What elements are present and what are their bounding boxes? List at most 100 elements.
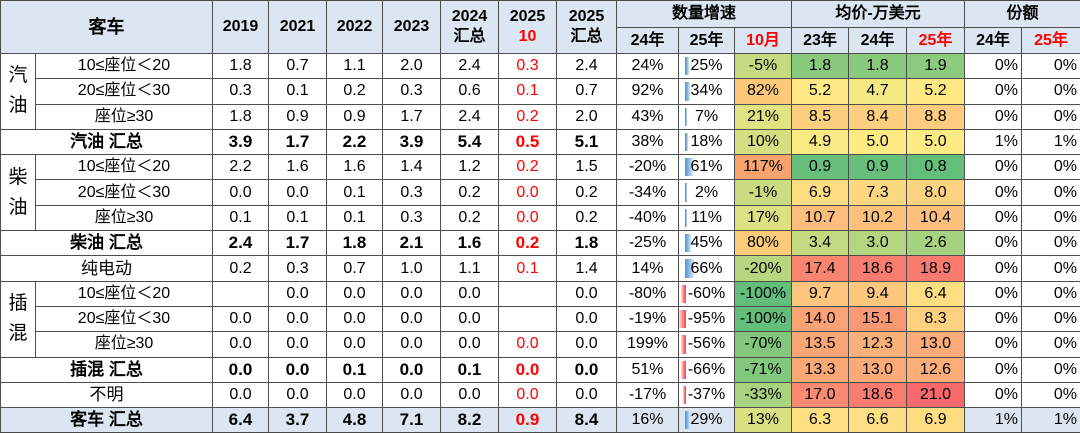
count-2021: 1.7 bbox=[268, 128, 327, 156]
growth-24: 24% bbox=[616, 52, 679, 80]
growth-24: 14% bbox=[616, 255, 679, 282]
growth-oct: -100% bbox=[734, 305, 792, 333]
count-2021: 0.0 bbox=[268, 305, 327, 333]
row-label: 不明 bbox=[0, 381, 213, 409]
count-2019: 3.9 bbox=[212, 128, 269, 156]
count-2025-total: 2.0 bbox=[556, 103, 617, 130]
table-row: 20≤座位＜30 0.0 0.0 0.0 0.0 0.0 0.0 -19% -95% -100% 1… bbox=[1, 305, 1080, 333]
share-25: 0% bbox=[1020, 204, 1080, 232]
growth-oct: -33% bbox=[734, 381, 792, 409]
table-body: 汽油 10≤座位＜20 1.8 0.7 1.1 2.0 2.4 0.3 2.4 24% 25% -5%… bbox=[0, 52, 1080, 434]
growth-value: 25% bbox=[690, 57, 723, 75]
header-2025-sub: 汇总 bbox=[570, 28, 603, 45]
growth-oct: 80% bbox=[734, 230, 792, 257]
growth-value: -66% bbox=[687, 360, 726, 378]
growth-25: 66% bbox=[678, 255, 735, 282]
price-header: 均价-万美元 bbox=[791, 0, 965, 28]
growth-value: -60% bbox=[687, 284, 726, 302]
count-2021: 1.7 bbox=[268, 230, 327, 257]
count-2024-total: 0.1 bbox=[440, 356, 499, 383]
count-2022: 0.9 bbox=[326, 103, 383, 130]
growth-bar bbox=[681, 335, 686, 354]
growth-24: -20% bbox=[616, 154, 679, 181]
share-24: 0% bbox=[964, 78, 1022, 105]
count-2019: 0.0 bbox=[212, 331, 269, 358]
count-2025-oct: 0.3 bbox=[498, 52, 557, 80]
table-row: 柴油 10≤座位＜20 2.2 1.6 1.6 1.4 1.2 0.2 1.5 -20% 61% 11… bbox=[0, 154, 1080, 232]
share-24: 0% bbox=[964, 280, 1022, 307]
growth-value: 7% bbox=[694, 107, 719, 125]
row-label: 柴油 汇总 bbox=[0, 230, 213, 257]
price-25: 21.0 bbox=[906, 381, 965, 409]
count-2025-total: 5.1 bbox=[556, 128, 617, 156]
growth-value: -56% bbox=[687, 335, 726, 353]
count-2024-total: 2.4 bbox=[440, 103, 499, 130]
growth-bar bbox=[685, 411, 690, 430]
price-25: 1.9 bbox=[906, 52, 965, 80]
price-25: 8.3 bbox=[906, 305, 965, 333]
count-2025-oct: 0.2 bbox=[498, 230, 557, 257]
count-2025-oct bbox=[498, 305, 557, 333]
table-row: 20≤座位＜30 0.0 0.0 0.1 0.3 0.2 0.0 0.2 -34% 2% -1% 6.… bbox=[1, 179, 1080, 206]
count-2022: 0.0 bbox=[326, 381, 383, 409]
count-2025-oct bbox=[498, 280, 557, 307]
share-24: 1% bbox=[964, 407, 1022, 434]
growth-oct: -1% bbox=[734, 179, 792, 206]
share-25: 1% bbox=[1020, 407, 1080, 434]
count-2025-total: 0.0 bbox=[556, 331, 617, 358]
growth-24: -40% bbox=[616, 204, 679, 232]
price-25: 8.8 bbox=[906, 103, 965, 130]
count-2019: 1.8 bbox=[212, 52, 269, 80]
count-2024-total: 0.0 bbox=[440, 280, 499, 307]
growth-oct: 117% bbox=[734, 154, 792, 181]
count-2019: 0.2 bbox=[212, 255, 269, 282]
growth-24: 51% bbox=[616, 356, 679, 383]
table-row: 插混 10≤座位＜20 0.0 0.0 0.0 0.0 0.0 -80% -60% -100% 9.… bbox=[0, 280, 1080, 358]
growth-oct: -5% bbox=[734, 52, 792, 80]
count-2022: 0.1 bbox=[326, 204, 383, 232]
table-row: 20≤座位＜30 0.3 0.1 0.2 0.3 0.6 0.1 0.7 92% 34% 82% 5.… bbox=[1, 78, 1080, 105]
corner-header: 客车 bbox=[0, 0, 213, 54]
growth-25: 11% bbox=[678, 204, 735, 232]
price-23: 13.3 bbox=[791, 356, 849, 383]
price-24: 5.0 bbox=[848, 128, 907, 156]
count-2025-total: 0.0 bbox=[556, 356, 617, 383]
growth-value: 34% bbox=[690, 82, 723, 100]
count-2024-total: 0.0 bbox=[440, 331, 499, 358]
growth-bar bbox=[680, 360, 686, 379]
price-24: 18.6 bbox=[848, 255, 907, 282]
growth-bar bbox=[685, 234, 692, 253]
count-2019: 0.0 bbox=[212, 356, 269, 383]
growth-value: 2% bbox=[694, 183, 719, 201]
growth-value: -37% bbox=[687, 386, 726, 403]
price-25: 5.2 bbox=[906, 78, 965, 105]
share-25: 0% bbox=[1020, 331, 1080, 358]
count-2025-total: 0.7 bbox=[556, 78, 617, 105]
growth-header: 数量增速 bbox=[616, 0, 792, 28]
share-col-25: 25年 bbox=[1020, 27, 1080, 54]
share-header: 份额 bbox=[963, 0, 1080, 28]
count-2022: 1.1 bbox=[326, 52, 383, 80]
price-25: 5.0 bbox=[906, 128, 965, 156]
growth-oct: -20% bbox=[734, 255, 792, 282]
count-2021: 0.0 bbox=[268, 381, 327, 409]
growth-bar bbox=[681, 284, 686, 303]
price-25: 18.9 bbox=[906, 255, 965, 282]
share-24: 0% bbox=[964, 356, 1022, 383]
share-24: 0% bbox=[964, 52, 1022, 80]
growth-value: 45% bbox=[690, 234, 723, 252]
price-23: 10.7 bbox=[791, 204, 849, 232]
price-25: 6.4 bbox=[906, 280, 965, 307]
header-2025m-sub: 10 bbox=[518, 28, 537, 45]
count-2022: 0.0 bbox=[326, 331, 383, 358]
count-2022: 1.8 bbox=[326, 230, 383, 257]
share-24: 0% bbox=[964, 305, 1022, 333]
price-col-24: 24年 bbox=[848, 27, 907, 54]
growth-25: -37% bbox=[678, 381, 735, 409]
count-2022: 2.2 bbox=[326, 128, 383, 156]
growth-24: 92% bbox=[616, 78, 679, 105]
group-label: 插混 bbox=[0, 280, 36, 358]
count-2019: 0.0 bbox=[212, 381, 269, 409]
share-25: 0% bbox=[1020, 103, 1080, 130]
